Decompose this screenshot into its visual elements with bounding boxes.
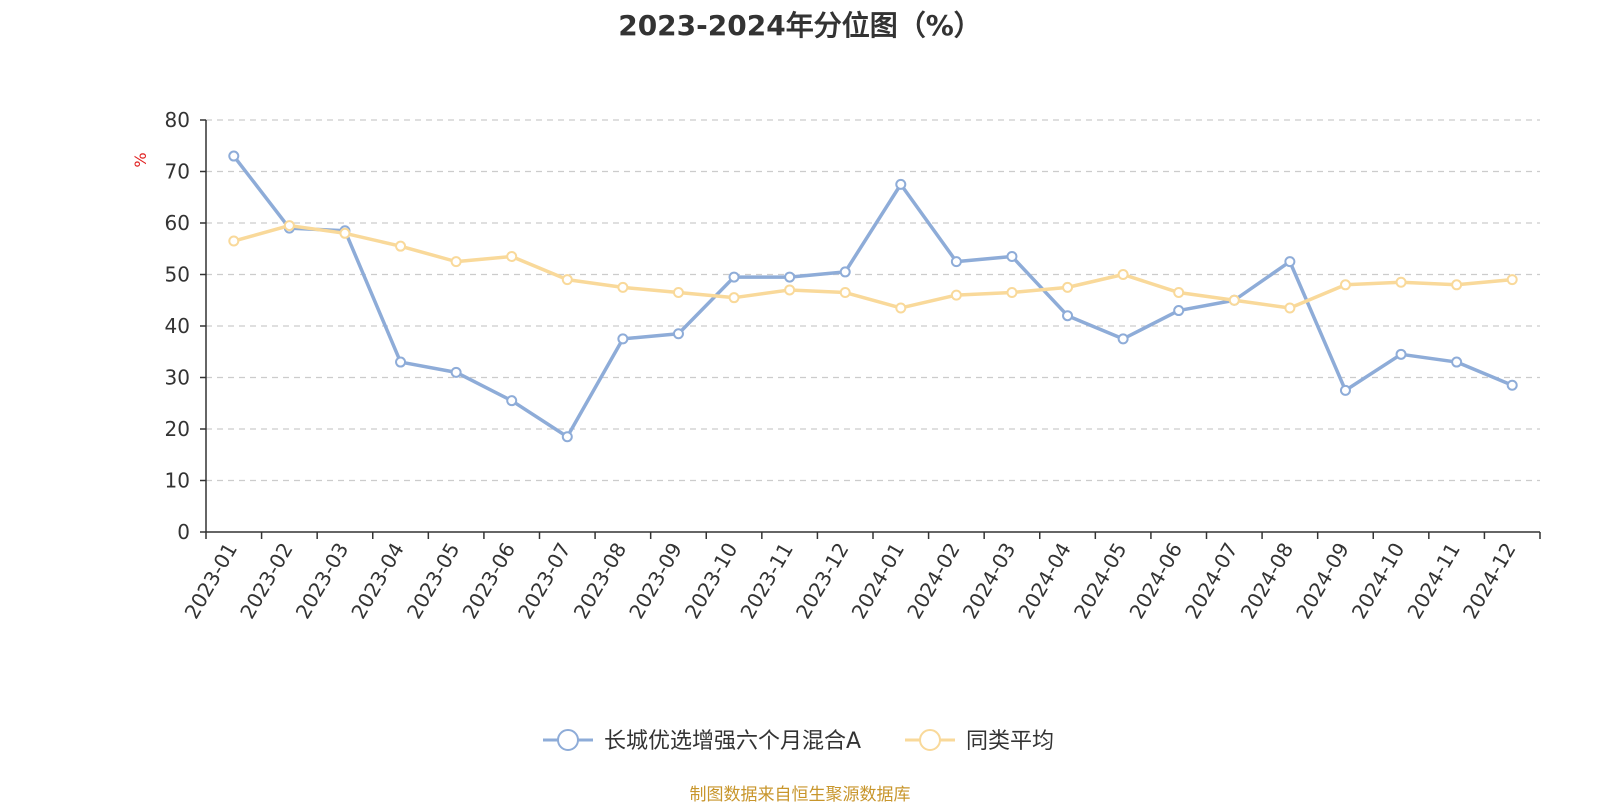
data-point-0-2023-01[interactable] [228, 150, 240, 162]
x-tick-label-2023-01: 2023-01 [180, 539, 243, 623]
y-tick-label-80: 80 [165, 108, 190, 132]
x-tick-label-2024-01: 2024-01 [847, 539, 910, 623]
data-point-0-2024-01[interactable] [895, 178, 907, 190]
data-point-1-2024-04[interactable] [1062, 281, 1074, 293]
data-point-0-2023-06[interactable] [506, 395, 518, 407]
y-tick-label-30: 30 [165, 366, 190, 390]
x-tick-label-2023-12: 2023-12 [791, 539, 854, 623]
data-point-1-2024-11[interactable] [1451, 279, 1463, 291]
data-point-1-2024-07[interactable] [1228, 294, 1240, 306]
data-point-1-2024-02[interactable] [950, 289, 962, 301]
x-tick-label-2023-07: 2023-07 [513, 539, 576, 623]
x-tick-label-2023-06: 2023-06 [457, 539, 520, 623]
x-tick-label-2024-08: 2024-08 [1236, 539, 1299, 623]
x-tick-labels: 2023-012023-022023-032023-042023-052023-… [180, 538, 1521, 622]
axes [200, 119, 1541, 539]
x-tick-label-2023-08: 2023-08 [569, 539, 632, 623]
data-point-1-2023-11[interactable] [784, 284, 796, 296]
data-point-0-2024-04[interactable] [1062, 310, 1074, 322]
x-tick-label-2024-12: 2024-12 [1458, 539, 1521, 623]
legend-label-0: 长城优选增强六个月混合A [604, 729, 861, 754]
data-point-0-2023-04[interactable] [395, 356, 407, 368]
data-point-0-2024-05[interactable] [1117, 333, 1129, 345]
data-point-1-2023-09[interactable] [672, 287, 684, 299]
x-tick-label-2023-03: 2023-03 [291, 539, 354, 623]
y-axis-unit-label: % [131, 152, 150, 167]
x-tick-label-2024-05: 2024-05 [1069, 539, 1132, 623]
y-tick-label-60: 60 [165, 211, 190, 235]
data-point-1-2024-09[interactable] [1339, 279, 1351, 291]
data-point-1-2023-05[interactable] [450, 256, 462, 268]
data-point-0-2023-08[interactable] [617, 333, 629, 345]
legend[interactable]: 长城优选增强六个月混合A 同类平均 [543, 729, 1054, 754]
x-tick-label-2023-05: 2023-05 [402, 539, 465, 623]
y-tick-label-20: 20 [165, 417, 190, 441]
data-point-1-2024-01[interactable] [895, 302, 907, 314]
data-point-0-2023-12[interactable] [839, 266, 851, 278]
legend-marker-0 [557, 729, 579, 751]
data-point-0-2023-07[interactable] [561, 431, 573, 443]
data-point-0-2024-10[interactable] [1395, 348, 1407, 360]
data-point-0-2024-06[interactable] [1173, 305, 1185, 317]
series-line-1 [233, 223, 1513, 310]
legend-item-1[interactable]: 同类平均 [905, 729, 1054, 754]
x-tick-label-2024-11: 2024-11 [1402, 539, 1465, 623]
data-point-1-2024-03[interactable] [1006, 287, 1018, 299]
data-point-1-2024-10[interactable] [1395, 276, 1407, 288]
data-point-1-2024-06[interactable] [1173, 287, 1185, 299]
y-tick-label-10: 10 [165, 469, 190, 493]
legend-label-1: 同类平均 [966, 729, 1054, 754]
data-point-1-2024-08[interactable] [1284, 302, 1296, 314]
y-tick-label-0: 0 [177, 520, 190, 544]
x-tick-label-2023-11: 2023-11 [735, 539, 798, 623]
series-1 [228, 220, 1518, 314]
data-point-0-2023-10[interactable] [728, 271, 740, 283]
x-tick-label-2023-02: 2023-02 [235, 539, 298, 623]
data-point-1-2023-08[interactable] [617, 281, 629, 293]
data-point-1-2023-12[interactable] [839, 287, 851, 299]
data-point-0-2024-03[interactable] [1006, 250, 1018, 262]
data-point-1-2024-05[interactable] [1117, 269, 1129, 280]
data-point-1-2023-10[interactable] [728, 292, 740, 304]
data-point-0-2023-11[interactable] [784, 271, 796, 283]
data-point-0-2024-11[interactable] [1451, 356, 1463, 368]
legend-item-0[interactable]: 长城优选增强六个月混合A [543, 729, 861, 754]
data-point-1-2024-12[interactable] [1506, 274, 1518, 286]
data-point-0-2024-12[interactable] [1506, 379, 1518, 391]
data-point-0-2023-09[interactable] [672, 328, 684, 340]
x-tick-label-2023-09: 2023-09 [624, 539, 687, 623]
data-point-1-2023-01[interactable] [228, 235, 240, 247]
x-tick-label-2024-07: 2024-07 [1180, 539, 1243, 623]
data-point-1-2023-07[interactable] [561, 274, 573, 286]
data-point-0-2024-02[interactable] [950, 256, 962, 268]
series-line-0 [232, 154, 1513, 439]
y-tick-label-40: 40 [165, 314, 190, 338]
x-tick-label-2023-04: 2023-04 [346, 539, 409, 623]
y-tick-labels: 0 10 20 30 40 50 60 70 80 [165, 108, 190, 544]
y-tick-label-70: 70 [165, 160, 190, 184]
series-lines [228, 150, 1518, 443]
data-point-1-2023-06[interactable] [506, 250, 518, 262]
x-tick-label-2024-06: 2024-06 [1124, 539, 1187, 623]
data-point-0-2024-09[interactable] [1339, 384, 1351, 396]
x-tick-label-2024-03: 2024-03 [958, 538, 1021, 622]
x-tick-label-2024-09: 2024-09 [1291, 539, 1354, 623]
x-tick-label-2023-10: 2023-10 [680, 539, 743, 623]
data-point-1-2023-04[interactable] [395, 240, 407, 252]
x-tick-label-2024-02: 2024-02 [902, 539, 965, 623]
data-point-0-2024-08[interactable] [1284, 256, 1296, 268]
x-tick-label-2024-10: 2024-10 [1347, 539, 1410, 623]
data-point-1-2023-02[interactable] [283, 220, 295, 232]
y-tick-label-50: 50 [165, 263, 190, 287]
legend-marker-1 [919, 729, 941, 751]
data-source-note: 制图数据来自恒生聚源数据库 [689, 785, 911, 805]
data-point-0-2023-05[interactable] [450, 366, 462, 378]
chart-title: 2023-2024年分位图（%） [618, 9, 982, 42]
data-point-1-2023-03[interactable] [339, 227, 351, 239]
x-tick-label-2024-04: 2024-04 [1013, 539, 1076, 623]
series-0 [228, 150, 1518, 443]
